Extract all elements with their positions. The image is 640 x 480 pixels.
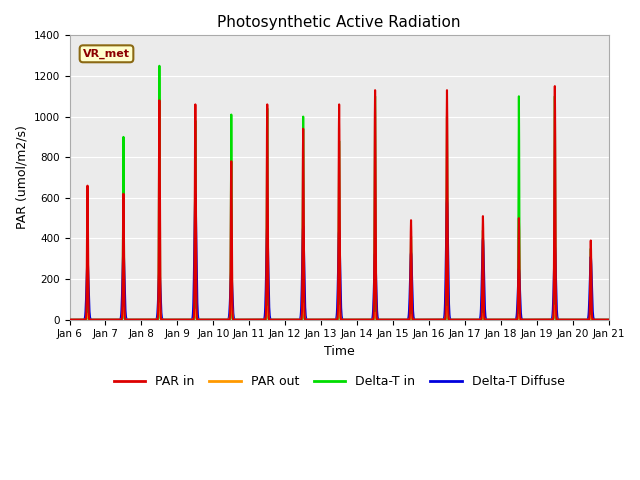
Title: Photosynthetic Active Radiation: Photosynthetic Active Radiation: [218, 15, 461, 30]
Text: VR_met: VR_met: [83, 48, 130, 59]
Y-axis label: PAR (umol/m2/s): PAR (umol/m2/s): [15, 126, 28, 229]
X-axis label: Time: Time: [324, 345, 355, 358]
Legend: PAR in, PAR out, Delta-T in, Delta-T Diffuse: PAR in, PAR out, Delta-T in, Delta-T Dif…: [109, 370, 570, 393]
